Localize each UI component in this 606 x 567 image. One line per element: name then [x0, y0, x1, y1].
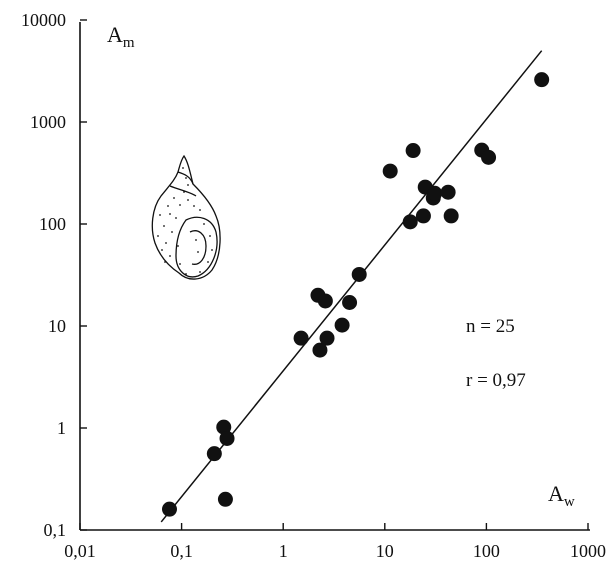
y-tick-label: 10 — [48, 316, 66, 336]
x-tick-label: 1000 — [570, 541, 606, 561]
x-tick-label: 10 — [376, 541, 394, 561]
data-point — [216, 419, 232, 435]
data-point — [312, 342, 328, 358]
data-point — [317, 293, 333, 309]
y-tick-label: 0,1 — [44, 520, 67, 540]
data-point — [334, 317, 350, 333]
data-point — [293, 330, 309, 346]
x-axis-title: Aw — [548, 481, 575, 510]
x-tick-label: 0,01 — [64, 541, 96, 561]
x-tick-label: 100 — [473, 541, 500, 561]
data-point — [534, 72, 550, 88]
y-tick-label: 10000 — [21, 10, 66, 30]
data-point — [440, 184, 456, 200]
annotation-r: r = 0,97 — [466, 370, 526, 391]
data-point — [443, 208, 459, 224]
data-point — [217, 491, 233, 507]
data-point — [351, 266, 367, 282]
data-point — [161, 501, 177, 517]
data-point — [342, 294, 358, 310]
shell-stippling — [157, 167, 213, 275]
x-tick-label: 1 — [279, 541, 288, 561]
y-axis-ticks: 0,1 1 10 100 1000 10000 — [21, 10, 87, 540]
y-axis-title: Am — [107, 22, 135, 51]
data-point — [402, 214, 418, 230]
data-point — [219, 430, 235, 446]
data-points — [161, 72, 550, 517]
y-tick-label: 100 — [39, 214, 66, 234]
data-point — [405, 143, 421, 159]
data-point — [206, 446, 222, 462]
data-point — [319, 330, 335, 346]
data-point — [415, 208, 431, 224]
y-tick-label: 1 — [57, 418, 66, 438]
annotation-n: n = 25 — [466, 316, 515, 337]
y-tick-label: 1000 — [30, 112, 66, 132]
data-point — [382, 163, 398, 179]
data-point — [427, 185, 443, 201]
snail-shell-illustration — [151, 154, 221, 280]
x-axis-ticks: 0,01 0,1 1 10 100 1000 — [64, 523, 606, 561]
data-point — [481, 149, 497, 165]
x-tick-label: 0,1 — [170, 541, 193, 561]
